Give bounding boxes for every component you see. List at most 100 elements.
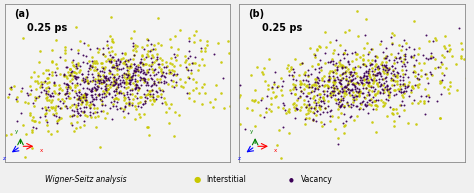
Point	[132, 84, 139, 87]
Point	[122, 97, 129, 100]
Point	[311, 81, 319, 84]
Point	[373, 79, 380, 82]
Point	[372, 64, 379, 68]
Point	[296, 95, 304, 98]
Point	[55, 91, 63, 94]
Point	[69, 74, 77, 77]
Point	[301, 117, 308, 120]
Point	[108, 65, 116, 69]
Point	[137, 61, 144, 64]
Point	[24, 93, 32, 96]
Point	[146, 63, 153, 67]
Point	[364, 81, 371, 84]
Point	[86, 68, 94, 71]
Point	[411, 71, 419, 74]
Point	[269, 91, 277, 94]
Point	[277, 88, 284, 91]
Point	[44, 76, 52, 80]
Point	[365, 92, 373, 95]
Point	[77, 125, 84, 128]
Point	[161, 100, 169, 103]
Point	[150, 69, 157, 72]
Point	[111, 81, 118, 85]
Point	[84, 82, 92, 85]
Point	[352, 89, 360, 92]
Point	[165, 68, 173, 71]
Point	[429, 40, 437, 43]
Point	[70, 110, 78, 113]
Point	[311, 88, 319, 91]
Point	[291, 84, 299, 87]
Point	[396, 44, 403, 47]
Point	[120, 81, 128, 84]
Point	[356, 91, 363, 94]
Point	[48, 61, 55, 64]
Point	[34, 82, 42, 85]
Text: ●: ●	[193, 175, 201, 184]
Point	[377, 72, 384, 75]
Point	[368, 67, 376, 70]
Point	[440, 44, 448, 47]
Point	[417, 95, 425, 98]
Point	[46, 86, 53, 89]
Point	[366, 75, 374, 78]
Point	[41, 112, 49, 115]
Point	[362, 104, 370, 107]
Point	[327, 108, 335, 111]
Point	[359, 84, 367, 87]
Point	[66, 105, 74, 108]
Point	[298, 61, 306, 64]
Point	[73, 75, 80, 78]
Point	[348, 51, 356, 54]
Point	[365, 103, 373, 106]
Point	[80, 110, 87, 113]
Point	[427, 57, 434, 60]
Point	[100, 52, 107, 55]
Point	[344, 82, 352, 85]
Point	[32, 96, 39, 100]
Point	[67, 80, 74, 83]
Point	[185, 69, 192, 72]
Point	[132, 86, 139, 89]
Point	[273, 144, 281, 147]
Point	[76, 113, 84, 116]
Point	[148, 95, 156, 98]
Point	[414, 85, 422, 89]
Point	[79, 78, 87, 81]
Point	[337, 79, 344, 82]
Point	[340, 124, 347, 127]
Point	[95, 74, 103, 77]
Point	[393, 112, 401, 115]
Point	[340, 105, 347, 108]
Point	[74, 112, 82, 115]
Point	[332, 39, 340, 42]
Point	[93, 80, 100, 83]
Point	[82, 98, 90, 101]
Point	[289, 74, 296, 77]
Point	[141, 78, 148, 81]
Point	[343, 90, 350, 93]
Point	[150, 43, 157, 46]
Point	[54, 105, 62, 108]
Point	[424, 99, 431, 102]
Point	[125, 85, 132, 89]
Point	[268, 86, 275, 89]
Point	[105, 87, 112, 91]
Point	[90, 106, 98, 109]
Point	[140, 103, 147, 106]
Point	[336, 74, 344, 77]
Point	[123, 66, 130, 69]
Point	[47, 132, 55, 135]
Point	[389, 78, 397, 81]
Point	[184, 56, 191, 59]
Point	[310, 106, 318, 109]
Point	[324, 79, 332, 82]
Point	[321, 106, 328, 109]
Point	[376, 84, 383, 87]
Point	[356, 94, 363, 97]
Point	[88, 65, 96, 69]
Point	[394, 72, 402, 75]
Point	[104, 58, 112, 61]
Point	[145, 125, 152, 129]
Point	[157, 77, 164, 80]
